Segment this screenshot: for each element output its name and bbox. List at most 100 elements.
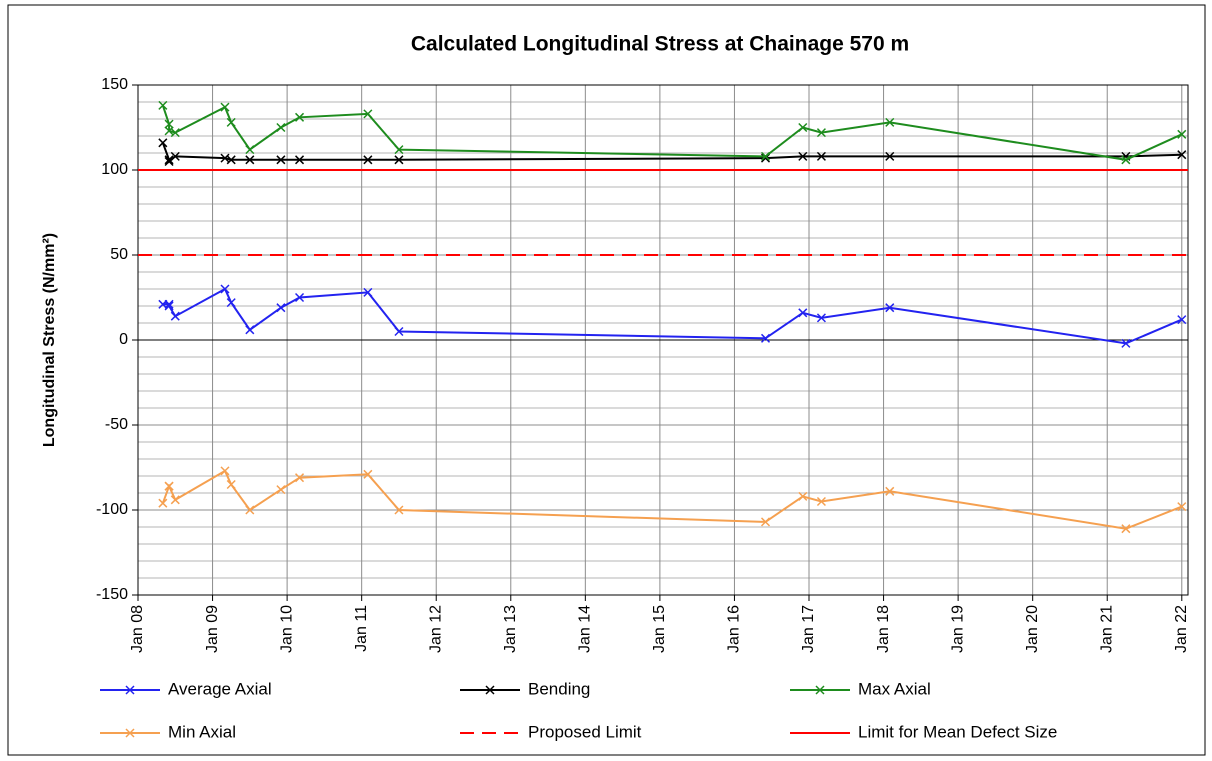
marker [295,292,305,303]
marker [245,145,255,155]
marker [226,298,236,308]
marker [164,301,174,311]
x-tick-label: Jan 21 [1098,605,1115,653]
y-tick-label: -100 [96,501,128,518]
legend-label: Bending [528,679,590,698]
marker [1177,150,1187,160]
marker [226,117,236,127]
x-tick-label: Jan 15 [651,605,668,653]
marker [816,496,826,507]
x-tick-label: Jan 11 [353,605,370,652]
marker [276,155,286,165]
marker [220,284,230,294]
y-tick-label: 150 [101,76,128,93]
marker [363,287,373,297]
marker [158,498,168,508]
legend-label: Limit for Mean Defect Size [858,722,1057,741]
x-tick-label: Jan 17 [800,605,817,653]
legend-label: Proposed Limit [528,722,642,741]
marker [885,151,895,161]
marker [164,119,174,129]
marker [164,155,174,165]
marker [394,326,404,337]
marker [276,485,286,495]
y-tick-label: 0 [119,331,128,348]
x-tick-label: Jan 20 [1024,605,1041,653]
x-tick-label: Jan 22 [1173,605,1190,653]
marker [816,151,826,161]
marker [798,151,808,161]
marker [363,469,373,479]
marker [1121,155,1131,165]
marker [158,138,168,148]
marker [394,505,404,515]
y-tick-label: -50 [105,416,128,433]
marker [226,479,236,490]
chart-title: Calculated Longitudinal Stress at Chaina… [411,33,909,56]
marker [164,481,174,491]
marker [1121,338,1131,348]
marker [164,299,174,309]
x-tick-label: Jan 18 [875,605,892,653]
marker [816,313,826,323]
legend-label: Average Axial [168,679,272,698]
marker [798,308,808,318]
x-tick-label: Jan 08 [129,605,146,653]
plot-border [137,84,1189,596]
chart-border [7,4,1206,756]
marker [276,122,286,133]
marker [170,151,180,161]
y-tick-label: 100 [101,161,128,178]
legend-label: Max Axial [858,679,931,698]
marker [245,155,255,165]
legend-marker [485,685,495,695]
marker [1177,315,1187,325]
marker [295,155,305,165]
series-line [161,469,1183,530]
x-tick-label: Jan 16 [726,605,743,653]
marker [170,311,180,321]
marker [394,155,404,165]
x-tick-label: Jan 10 [278,605,295,653]
marker [1177,502,1187,512]
marker [798,491,808,501]
legend-marker [125,685,135,695]
x-tick-label: Jan 09 [204,605,221,653]
marker [220,466,230,476]
legend-marker [125,728,135,738]
x-tick-label: Jan 12 [427,605,444,653]
marker [245,325,255,335]
marker [885,117,895,127]
y-tick-label: 50 [110,246,128,263]
legend-marker [815,685,825,695]
x-tick-label: Jan 14 [577,605,594,653]
marker [798,122,808,133]
marker [158,100,168,110]
marker [170,495,180,505]
marker [164,156,174,167]
marker [220,102,230,112]
marker [295,473,305,483]
y-axis-label: Longitudinal Stress (N/mm²) [41,233,58,447]
marker [885,303,895,313]
x-tick-label: Jan 19 [949,605,966,653]
marker [1177,129,1187,139]
marker [295,112,305,122]
marker [885,486,895,496]
marker [816,128,826,138]
marker [760,517,771,527]
legend-label: Min Axial [168,722,236,741]
marker [226,155,236,165]
x-tick-label: Jan 13 [502,605,519,653]
y-tick-label: -150 [96,586,128,603]
marker [363,109,373,119]
marker [170,128,180,138]
marker [760,333,771,343]
marker [1121,524,1131,534]
marker [276,303,286,313]
marker [394,145,404,155]
marker [245,505,255,515]
marker [363,155,373,165]
marker [760,151,771,161]
